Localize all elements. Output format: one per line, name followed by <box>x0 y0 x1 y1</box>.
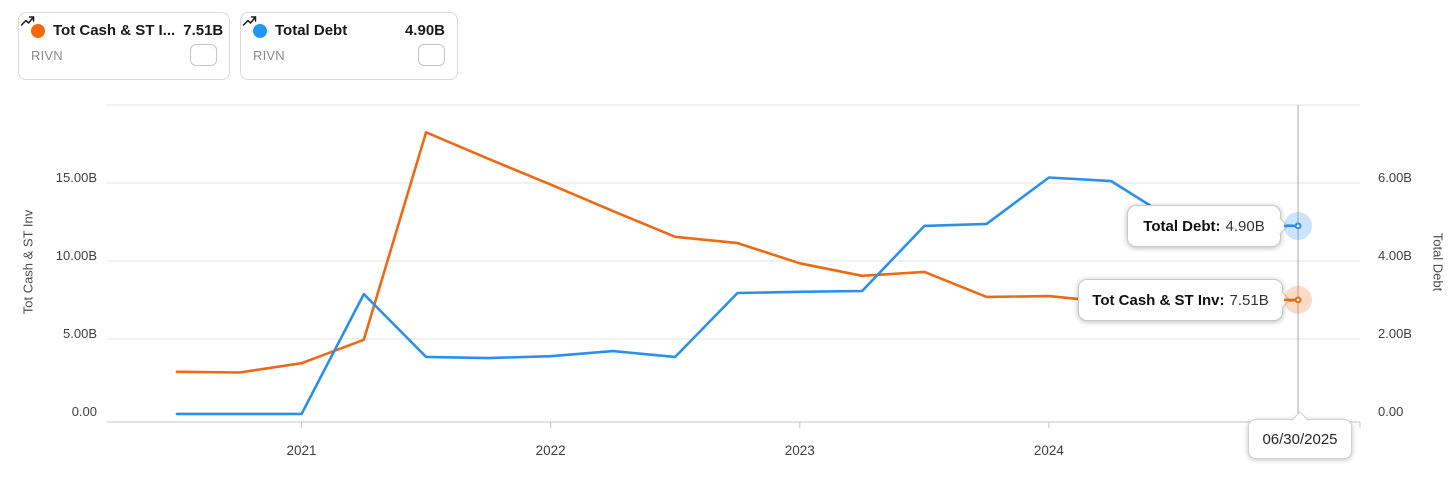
tooltip-tot-cash: Tot Cash & ST Inv: 7.51B <box>1078 279 1291 321</box>
sparkline-icon <box>20 16 35 26</box>
right-axis-title: Total Debt <box>1430 232 1446 292</box>
legend-card-tot-cash[interactable]: Tot Cash & ST I... 7.51B RIVN <box>18 12 230 80</box>
series-line-total-debt[interactable] <box>175 176 1300 416</box>
legend-card-value: 4.90B <box>404 22 445 39</box>
x-axis-tick-label: 2024 <box>1034 443 1065 458</box>
series-line-tot-cash[interactable] <box>175 131 1300 374</box>
tooltip-label: Tot Cash & ST Inv: <box>1092 291 1225 309</box>
left-axis-title: Tot Cash & ST Inv <box>20 209 36 315</box>
tooltip-value: 7.51B <box>1229 291 1269 309</box>
legend-card-ticker: RIVN <box>31 47 63 63</box>
left-axis-tick-label: 5.00B <box>63 326 97 341</box>
right-axis-tick-label: 4.00B <box>1378 248 1412 263</box>
legend-card-total-debt[interactable]: Total Debt 4.90B RIVN <box>240 12 458 80</box>
legend-card-ticker: RIVN <box>253 47 285 63</box>
legend-card-label: Total Debt <box>275 22 348 39</box>
legend-card-value: 7.51B <box>183 22 224 39</box>
x-axis-tick-label: 2021 <box>287 443 317 458</box>
series-color-dot-orange <box>31 23 45 38</box>
sparkline-icon <box>242 16 257 26</box>
x-axis-tick-label: 2023 <box>785 443 815 458</box>
sparkline-button[interactable] <box>20 16 217 66</box>
sparkline-button[interactable] <box>242 16 445 66</box>
crosshair-date: 06/30/2025 <box>1262 430 1338 448</box>
tooltip-value: 4.90B <box>1225 217 1265 235</box>
right-axis-tick-label: 2.00B <box>1378 326 1412 341</box>
left-axis-tick-label: 0.00 <box>72 404 97 419</box>
left-axis-tick-label: 15.00B <box>56 170 97 185</box>
crosshair-date-flag: 06/30/2025 <box>1248 411 1352 459</box>
tooltip-label: Total Debt: <box>1143 217 1221 235</box>
right-axis-tick-label: 6.00B <box>1378 170 1412 185</box>
x-axis-tick-label: 2022 <box>536 443 566 458</box>
right-axis-tick-label: 0.00 <box>1378 404 1403 419</box>
tooltip-total-debt: Total Debt: 4.90B <box>1127 205 1289 247</box>
legend-card-label: Tot Cash & ST I... <box>53 22 176 39</box>
left-axis-tick-label: 10.00B <box>56 248 97 263</box>
series-color-dot-blue <box>253 23 267 38</box>
